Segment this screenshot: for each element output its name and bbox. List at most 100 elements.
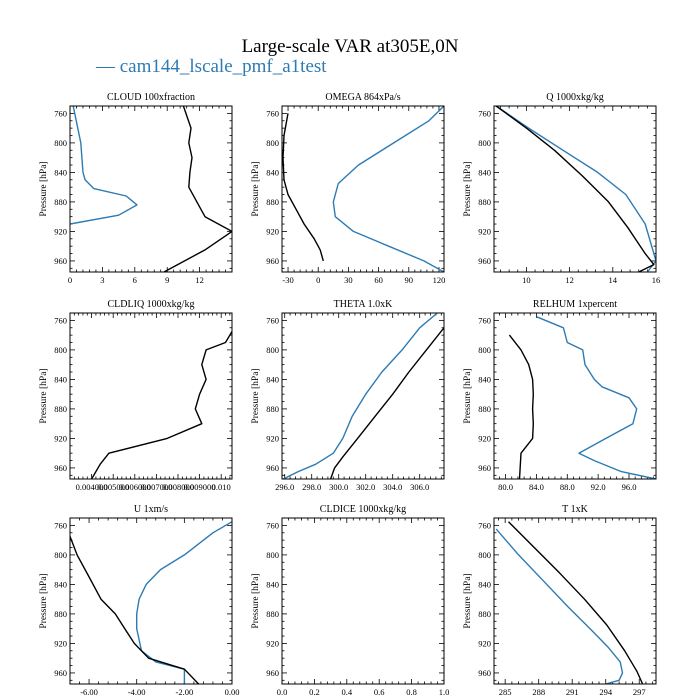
plot-frame	[493, 312, 657, 480]
panel-title: Q 1000xkg/kg	[546, 92, 604, 103]
y-axis-label: Pressure [hPa]	[39, 368, 49, 423]
x-tick-label: 296.0	[275, 482, 294, 492]
y-tick-label: 760	[478, 315, 491, 325]
y-tick-label: 880	[54, 609, 67, 619]
figure-title: Large-scale VAR at305E,0N	[241, 36, 459, 57]
x-tick-label: 298.0	[302, 482, 321, 492]
y-tick-label: 920	[266, 433, 279, 443]
y-tick-label: 880	[478, 197, 491, 207]
x-tick-label: 88.0	[560, 482, 575, 492]
x-tick-label: 60	[374, 275, 383, 285]
y-tick-label: 760	[266, 315, 279, 325]
reference-series-line	[282, 113, 324, 262]
x-tick-label: 10	[522, 275, 531, 285]
x-tick-label: 12	[565, 275, 574, 285]
panel-title: CLDICE 1000xkg/kg	[320, 504, 406, 515]
x-tick-label: 9	[165, 275, 169, 285]
x-tick-label: 30	[344, 275, 353, 285]
y-tick-label: 920	[54, 433, 67, 443]
x-tick-label: 0.0	[277, 687, 288, 697]
test-series-line	[536, 316, 656, 479]
y-tick-label: 960	[266, 668, 279, 678]
panel-title: U 1xm/s	[134, 504, 168, 515]
y-axis-label: Pressure [hPa]	[39, 161, 49, 216]
y-axis-label: Pressure [hPa]	[39, 573, 49, 628]
plot-frame	[281, 105, 445, 273]
reference-series-line	[329, 327, 444, 479]
reference-series-line	[508, 334, 534, 479]
panel-title: T 1xK	[562, 504, 588, 515]
y-tick-label: 840	[266, 167, 279, 177]
plot-frame	[69, 312, 233, 480]
y-tick-label: 760	[478, 108, 491, 118]
y-tick-label: 760	[54, 520, 67, 530]
x-tick-label: 16	[652, 275, 661, 285]
y-tick-label: 920	[266, 638, 279, 648]
panel-4: CLDLIQ 1000xkg/kg Pressure [hPa] 760 800 840…	[39, 299, 233, 492]
y-tick-label: 840	[478, 374, 491, 384]
x-tick-label: 3	[100, 275, 104, 285]
x-tick-label: 14	[609, 275, 618, 285]
y-tick-label: 960	[54, 668, 67, 678]
y-tick-label: 840	[54, 374, 67, 384]
x-tick-label: -30	[282, 275, 293, 285]
y-axis-label: Pressure [hPa]	[251, 368, 261, 423]
y-tick-label: 760	[266, 108, 279, 118]
y-tick-label: 760	[478, 520, 491, 530]
y-tick-label: 800	[54, 550, 67, 560]
y-axis-label: Pressure [hPa]	[463, 161, 473, 216]
x-tick-label: 0	[68, 275, 72, 285]
x-tick-label: 0.005000	[97, 482, 129, 492]
test-series-line	[495, 528, 624, 684]
y-tick-label: 880	[266, 609, 279, 619]
x-tick-label: 294	[599, 687, 613, 697]
x-tick-label: 0.8	[406, 687, 417, 697]
panel-1: CLOUD 100xfraction Pressure [hPa] 760 800 84…	[39, 92, 233, 285]
y-tick-label: 800	[478, 138, 491, 148]
panel-7: U 1xm/s Pressure [hPa] 760 800 840 880 920 960 -…	[39, 504, 239, 697]
y-tick-label: 920	[478, 226, 491, 236]
y-tick-label: 800	[478, 550, 491, 560]
x-tick-label: 300.0	[329, 482, 348, 492]
y-tick-label: 960	[266, 463, 279, 473]
y-tick-label: 800	[54, 138, 67, 148]
y-tick-label: 880	[54, 404, 67, 414]
x-tick-label: 0.00	[225, 687, 240, 697]
x-tick-label: 0.010	[212, 482, 231, 492]
y-tick-label: 960	[478, 463, 491, 473]
y-tick-label: 920	[266, 226, 279, 236]
y-tick-label: 960	[266, 256, 279, 266]
panel-5: THETA 1.0xK Pressure [hPa] 760 800 840 880 920…	[251, 299, 445, 492]
panel-title: CLDLIQ 1000xkg/kg	[108, 299, 195, 310]
y-tick-label: 840	[478, 579, 491, 589]
y-tick-label: 960	[478, 668, 491, 678]
plot-frame	[281, 517, 445, 685]
y-tick-label: 880	[478, 404, 491, 414]
plot-frame	[493, 517, 657, 685]
x-tick-label: -2.00	[175, 687, 193, 697]
legend: — cam144_lscale_pmf_a1test	[96, 56, 327, 78]
x-tick-label: 297	[633, 687, 646, 697]
y-tick-label: 800	[266, 550, 279, 560]
x-tick-label: 120	[433, 275, 446, 285]
x-tick-label: 291	[566, 687, 579, 697]
panel-title: THETA 1.0xK	[334, 299, 393, 310]
plot-frame	[281, 312, 445, 480]
y-tick-label: 840	[54, 579, 67, 589]
panel-8: CLDICE 1000xkg/kg Pressure [hPa] 760 800 840…	[251, 504, 449, 697]
y-tick-label: 840	[54, 167, 67, 177]
y-tick-label: 800	[478, 345, 491, 355]
test-series-line	[135, 521, 232, 684]
y-tick-label: 960	[54, 256, 67, 266]
x-tick-label: 0.008000	[162, 482, 194, 492]
y-tick-label: 760	[54, 108, 67, 118]
y-tick-label: 920	[478, 433, 491, 443]
y-axis-label: Pressure [hPa]	[251, 161, 261, 216]
x-tick-label: 0.009000	[184, 482, 216, 492]
x-tick-label: 84.0	[529, 482, 544, 492]
y-tick-label: 760	[266, 520, 279, 530]
panel-title: CLOUD 100xfraction	[107, 92, 195, 103]
panel-title: RELHUM 1xpercent	[533, 299, 617, 310]
x-tick-label: 80.0	[498, 482, 513, 492]
